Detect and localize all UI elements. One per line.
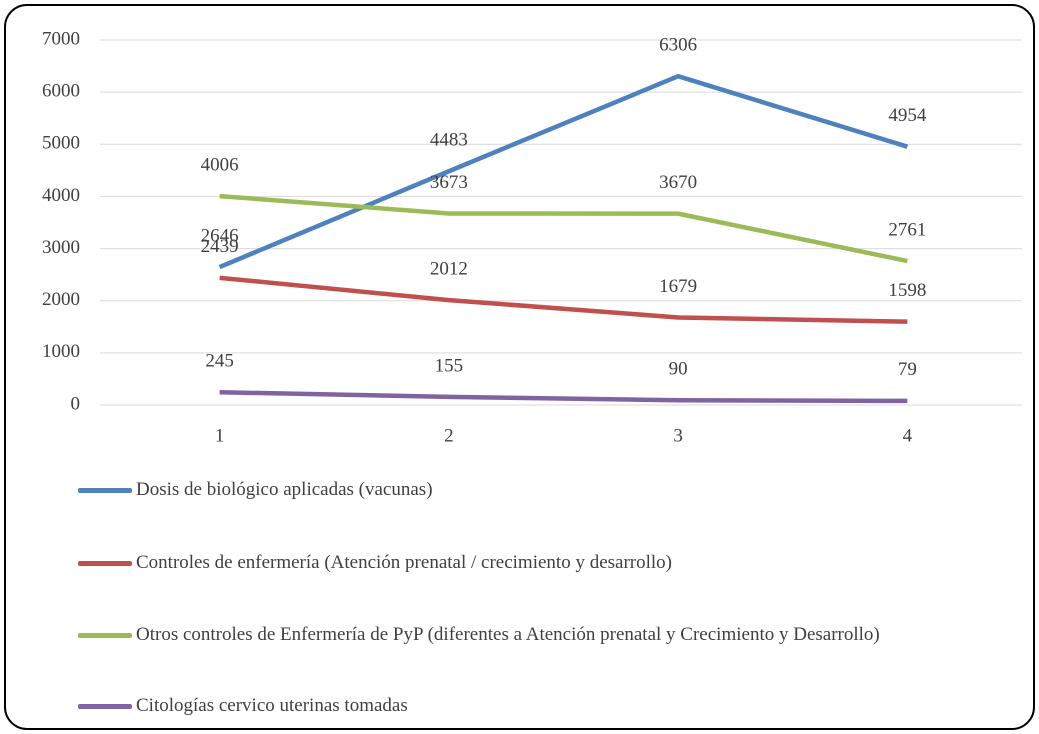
y-tick-label: 5000 [42,133,80,154]
y-tick-label: 3000 [42,237,80,258]
legend-swatch [78,488,132,493]
data-label: 6306 [659,35,697,56]
x-tick-label: 2 [444,425,454,446]
legend-swatch [78,561,132,566]
series-line [219,275,908,324]
y-tick-label: 2000 [42,289,80,310]
data-label: 4954 [888,105,927,126]
legend-swatch [78,704,132,709]
data-label: 4006 [201,154,239,175]
legend-item: Controles de enfermería (Atención prenat… [78,550,1018,576]
data-label: 4483 [430,130,468,151]
chart-border [4,4,1035,730]
legend-item: Citologías cervico uterinas tomadas [78,693,1018,719]
legend-label: Otros controles de Enfermería de PyP (di… [136,624,880,645]
legend-label: Controles de enfermería (Atención prenat… [136,552,672,573]
data-label: 2012 [430,258,468,279]
data-label: 1679 [659,276,697,297]
data-label: 2439 [201,236,239,257]
data-label: 245 [205,351,234,372]
data-label: 2646 [201,225,239,246]
y-tick-label: 6000 [42,81,80,102]
y-tick-label: 0 [71,393,81,414]
y-tick-label: 7000 [42,28,80,49]
legend-item: Otros controles de Enfermería de PyP (di… [78,622,1018,648]
data-label: 3670 [659,172,697,193]
x-tick-label: 4 [903,425,913,446]
legend-swatch [78,633,132,638]
legend-label: Citologías cervico uterinas tomadas [136,695,408,716]
data-label: 90 [669,359,688,380]
legend-label: Dosis de biológico aplicadas (vacunas) [136,479,433,500]
data-label: 155 [435,355,464,376]
y-tick-label: 4000 [42,185,80,206]
data-label: 2761 [888,219,926,240]
series-line [219,193,908,264]
data-label: 3673 [430,172,468,193]
data-label: 1598 [888,280,926,301]
y-tick-label: 1000 [42,341,80,362]
legend-item: Dosis de biológico aplicadas (vacunas) [78,477,1018,503]
x-tick-label: 3 [673,425,683,446]
series-line [218,73,909,270]
x-tick-label: 1 [215,425,225,446]
data-label: 79 [898,359,917,380]
series-line [219,389,908,404]
